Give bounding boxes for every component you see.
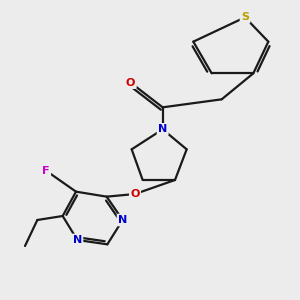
- Text: F: F: [42, 166, 50, 176]
- Text: O: O: [130, 189, 140, 199]
- Text: N: N: [73, 235, 82, 245]
- Text: N: N: [158, 124, 167, 134]
- Text: S: S: [241, 12, 249, 22]
- Text: N: N: [118, 215, 127, 225]
- Text: O: O: [126, 78, 135, 88]
